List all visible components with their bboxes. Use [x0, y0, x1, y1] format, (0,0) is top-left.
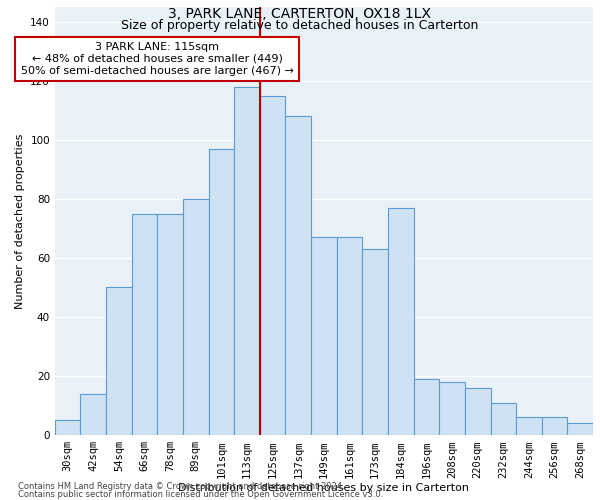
Bar	[413, 379, 439, 435]
Text: 3 PARK LANE: 115sqm
← 48% of detached houses are smaller (449)
50% of semi-detac: 3 PARK LANE: 115sqm ← 48% of detached ho…	[21, 42, 294, 76]
Bar	[209, 148, 234, 435]
X-axis label: Distribution of detached houses by size in Carterton: Distribution of detached houses by size …	[178, 483, 469, 493]
Bar	[234, 86, 260, 435]
Bar	[80, 394, 106, 435]
Bar	[491, 402, 516, 435]
Bar	[55, 420, 80, 435]
Text: 3, PARK LANE, CARTERTON, OX18 1LX: 3, PARK LANE, CARTERTON, OX18 1LX	[169, 8, 431, 22]
Bar	[388, 208, 413, 435]
Bar	[568, 424, 593, 435]
Bar	[183, 199, 209, 435]
Bar	[362, 249, 388, 435]
Text: Size of property relative to detached houses in Carterton: Size of property relative to detached ho…	[121, 19, 479, 32]
Text: Contains public sector information licensed under the Open Government Licence v3: Contains public sector information licen…	[18, 490, 383, 499]
Bar	[311, 238, 337, 435]
Bar	[516, 418, 542, 435]
Bar	[157, 214, 183, 435]
Bar	[439, 382, 465, 435]
Bar	[465, 388, 491, 435]
Bar	[542, 418, 568, 435]
Text: Contains HM Land Registry data © Crown copyright and database right 2024.: Contains HM Land Registry data © Crown c…	[18, 482, 344, 491]
Bar	[106, 288, 132, 435]
Bar	[337, 238, 362, 435]
Y-axis label: Number of detached properties: Number of detached properties	[14, 134, 25, 308]
Bar	[260, 96, 286, 435]
Bar	[132, 214, 157, 435]
Bar	[286, 116, 311, 435]
